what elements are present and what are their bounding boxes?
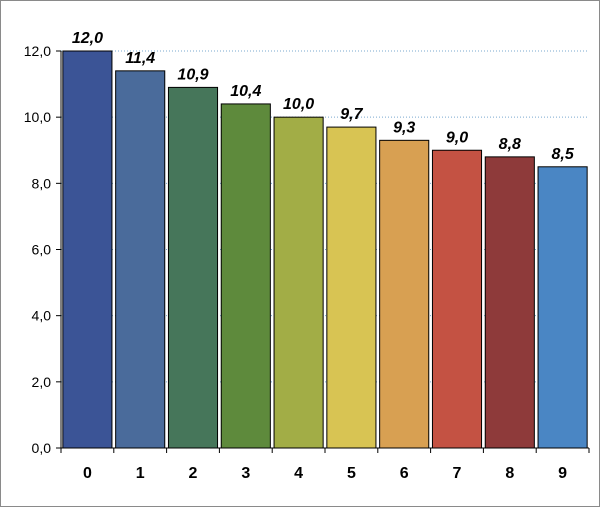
x-category-label: 5 (347, 465, 356, 482)
bar (273, 116, 324, 449)
bar (431, 149, 483, 449)
x-category-label: 7 (453, 465, 462, 482)
x-category-label: 8 (505, 465, 514, 482)
bar (220, 103, 271, 449)
x-category-label: 1 (136, 465, 145, 482)
y-tick-label: 0,0 (32, 440, 52, 456)
bar (62, 50, 113, 449)
bar (484, 156, 535, 449)
bar (537, 166, 588, 449)
bar (379, 139, 430, 449)
x-category-label: 9 (558, 465, 567, 482)
data-label: 8,5 (551, 146, 574, 163)
x-category-label: 3 (241, 465, 250, 482)
x-category-label: 6 (400, 465, 409, 482)
y-tick-label: 12,0 (24, 43, 51, 59)
data-label: 9,7 (340, 106, 363, 123)
y-tick-label: 8,0 (32, 175, 52, 191)
data-label: 10,9 (177, 66, 208, 83)
y-tick-label: 10,0 (24, 109, 51, 125)
data-label: 10,4 (230, 83, 261, 100)
labels: 0,0 2,0 4,0 6,0 8,0 10,0 12,0 12,0 0 11,4 1 10,9 2 10… (24, 30, 575, 482)
data-label: 9,0 (446, 129, 468, 146)
data-label: 11,4 (125, 50, 155, 67)
data-label: 8,8 (499, 136, 521, 153)
bar (115, 70, 166, 449)
y-tick-label: 2,0 (32, 374, 52, 390)
x-category-label: 2 (189, 465, 198, 482)
bar (167, 86, 219, 449)
axes (56, 50, 590, 453)
data-label: 12,0 (72, 30, 103, 47)
bar (326, 126, 377, 449)
x-category-label: 4 (294, 465, 303, 482)
data-label: 10,0 (283, 96, 314, 113)
x-category-label: 0 (83, 465, 92, 482)
y-tick-label: 4,0 (32, 308, 52, 324)
data-label: 9,3 (393, 119, 415, 136)
bars (62, 50, 588, 449)
y-tick-label: 6,0 (32, 242, 52, 258)
